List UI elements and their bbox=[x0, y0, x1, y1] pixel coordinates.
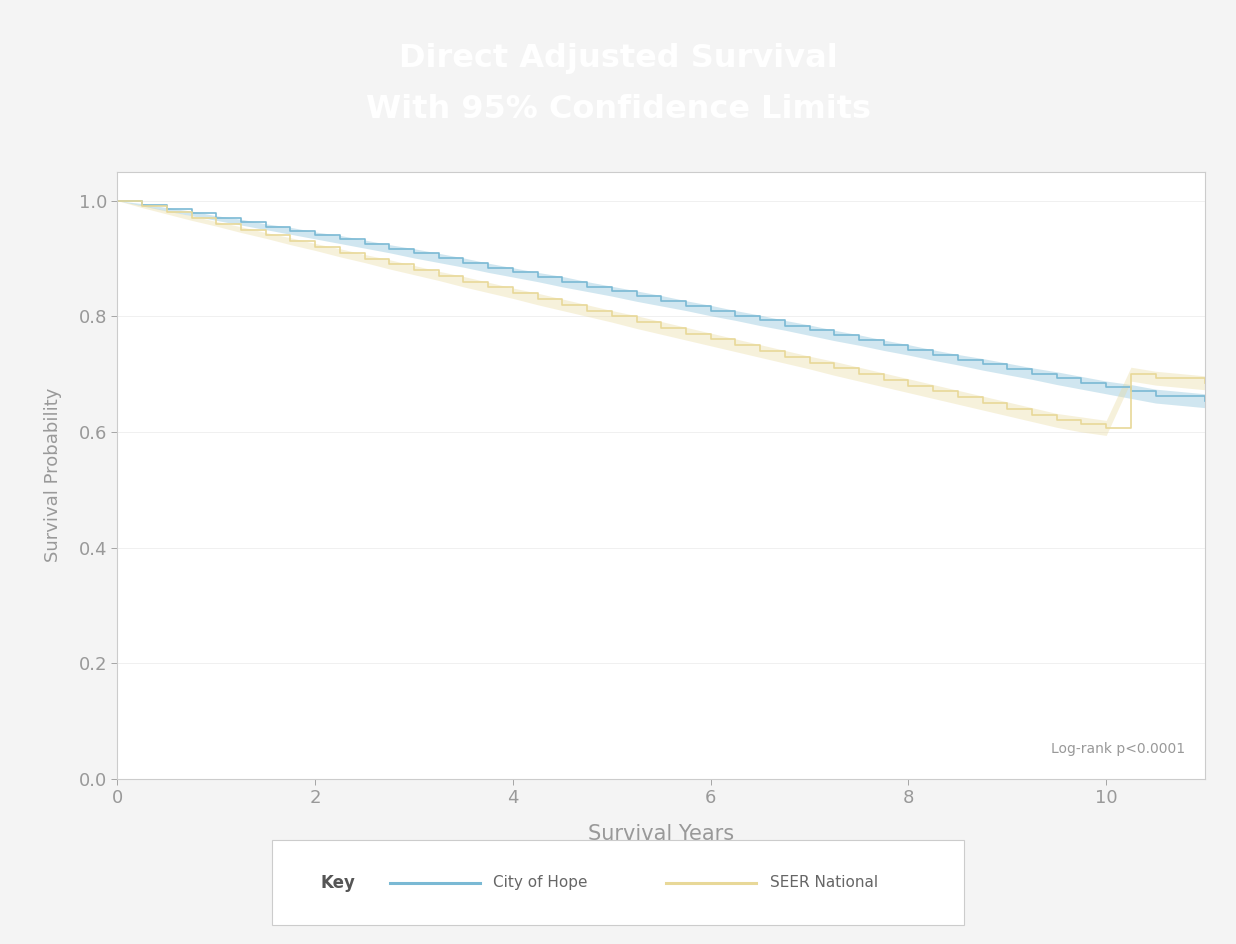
X-axis label: Survival Years: Survival Years bbox=[588, 824, 734, 844]
FancyBboxPatch shape bbox=[272, 840, 964, 925]
Text: With 95% Confidence Limits: With 95% Confidence Limits bbox=[366, 94, 870, 126]
Text: City of Hope: City of Hope bbox=[493, 875, 588, 890]
Y-axis label: Survival Probability: Survival Probability bbox=[43, 388, 62, 563]
Text: SEER National: SEER National bbox=[770, 875, 879, 890]
Text: Key: Key bbox=[320, 873, 355, 892]
Text: Direct Adjusted Survival: Direct Adjusted Survival bbox=[399, 43, 837, 74]
Text: Log-rank p<0.0001: Log-rank p<0.0001 bbox=[1051, 742, 1185, 756]
